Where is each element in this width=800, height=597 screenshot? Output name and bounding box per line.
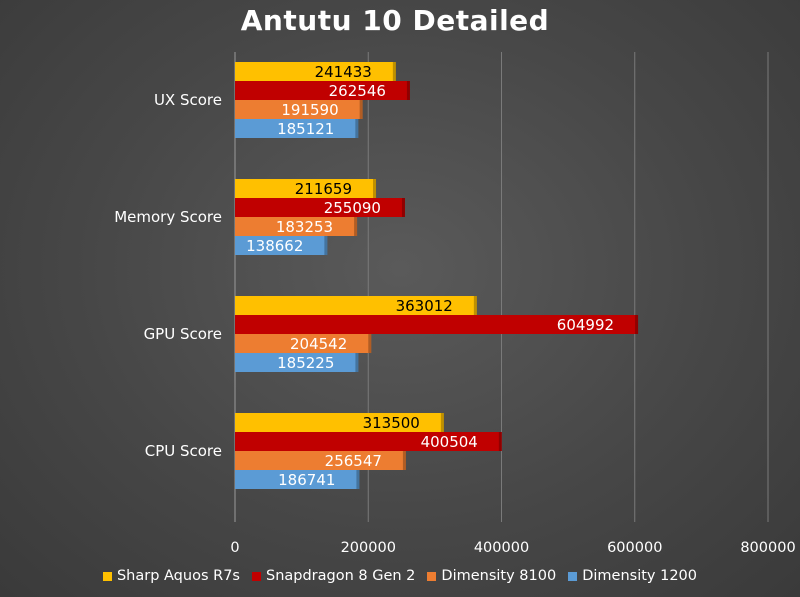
bar-edge [473,296,477,315]
bar-edge [355,353,359,372]
data-label: 313500 [363,414,420,432]
bar [235,470,360,489]
x-tick-label: 200000 [341,540,396,556]
bar-edge [373,179,377,198]
bar-edge [440,413,444,432]
bar [235,296,477,315]
bar [235,315,639,334]
data-label: 185225 [277,354,334,372]
bar [235,81,410,100]
bar-edge [359,100,363,119]
legend-swatch [102,571,112,581]
legend-label: Snapdragon 8 Gen 2 [265,568,416,584]
bar-edge [401,198,405,217]
bar-edge [635,315,639,334]
data-label: 241433 [315,63,372,81]
data-label: 211659 [295,180,352,198]
bar-edge [392,62,396,81]
x-tick-label: 0 [230,540,239,556]
chart-title: Antutu 10 Detailed [240,4,550,37]
bar [235,451,406,470]
bar [235,353,359,372]
bar [235,432,502,451]
data-label: 191590 [281,101,338,119]
category-label: CPU Score [145,442,222,460]
data-label: 363012 [396,297,453,315]
bar [235,217,358,236]
x-tick-label: 800000 [740,540,795,556]
legend-swatch [568,571,578,581]
legend-label: Dimensity 1200 [582,568,698,584]
legend-label: Dimensity 8100 [441,568,557,584]
x-tick-label: 400000 [474,540,529,556]
data-label: 204542 [290,335,347,353]
bar-edge [368,334,372,353]
bar [235,236,328,255]
bar [235,119,359,138]
legend-swatch [427,571,437,581]
bar [235,198,405,217]
bar [235,62,396,81]
data-label: 185121 [277,120,334,138]
bar-edge [402,451,406,470]
data-label: 255090 [324,199,381,217]
data-label: 400504 [421,433,478,451]
data-label: 183253 [276,218,333,236]
bar-edge [406,81,410,100]
bar [235,413,444,432]
chart-legend: Sharp Aquos R7s Snapdragon 8 Gen 2 Dimensi… [0,568,800,584]
data-label: 262546 [329,82,386,100]
legend-swatch [251,571,261,581]
bar-edge [354,217,358,236]
bar-edge [324,236,328,255]
legend-item: Sharp Aquos R7s [102,568,240,584]
category-label: GPU Score [144,325,222,343]
category-label: Memory Score [114,208,222,226]
legend-item: Snapdragon 8 Gen 2 [251,568,416,584]
bar [235,179,377,198]
bar [235,334,372,353]
data-label: 138662 [246,237,303,255]
legend-item: Dimensity 1200 [568,568,697,584]
legend-item: Dimensity 8100 [427,568,556,584]
data-label: 256547 [325,452,382,470]
category-label: UX Score [154,91,222,109]
bar-edge [356,470,360,489]
x-tick-label: 600000 [607,540,662,556]
data-label: 186741 [278,471,335,489]
bar-edge [498,432,502,451]
legend-label: Sharp Aquos R7s [116,568,240,584]
data-label: 604992 [557,316,614,334]
bar-edge [355,119,359,138]
bar [235,100,363,119]
